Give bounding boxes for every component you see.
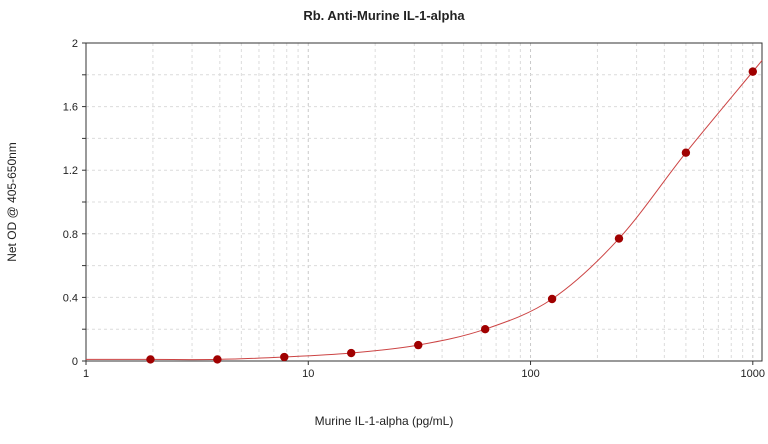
data-point (480, 325, 490, 334)
x-tick-label: 1000 (741, 368, 765, 380)
y-tick-label: 0.4 (63, 292, 78, 304)
data-point (280, 352, 289, 362)
x-axis-label: Murine IL-1-alpha (pg/mL) (315, 414, 454, 428)
data-point (414, 340, 423, 350)
data-point (146, 355, 155, 364)
y-tick-label: 2 (72, 38, 78, 50)
y-ticks: 0 0.4 0.8 1.2 1.6 2 (63, 38, 86, 368)
data-point (681, 148, 691, 157)
y-tick-label: 1.6 (63, 102, 78, 114)
data-points (146, 67, 757, 364)
x-ticks: 1 10 100 1000 (83, 361, 765, 380)
data-point (213, 355, 222, 364)
data-point (346, 348, 356, 358)
y-tick-label: 1.2 (63, 165, 78, 177)
data-point (748, 67, 757, 76)
data-point (547, 294, 557, 304)
x-tick-label: 100 (521, 368, 539, 380)
y-tick-label: 0.8 (63, 229, 78, 241)
y-axis-label: Net OD @ 405-650nm (5, 142, 19, 262)
x-tick-label: 10 (302, 368, 314, 380)
y-tick-label: 0 (72, 356, 78, 368)
x-tick-label: 1 (83, 368, 89, 380)
chart-title: Rb. Anti-Murine IL-1-alpha (303, 8, 465, 23)
data-point (614, 234, 624, 243)
